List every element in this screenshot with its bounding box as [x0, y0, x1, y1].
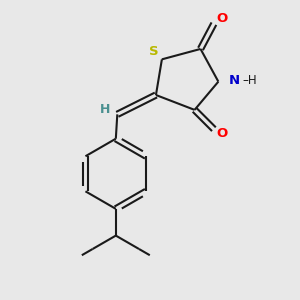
Text: S: S	[149, 44, 158, 58]
Text: O: O	[217, 127, 228, 140]
Text: H: H	[100, 103, 111, 116]
Text: –H: –H	[242, 74, 257, 87]
Text: N: N	[228, 74, 239, 87]
Text: O: O	[217, 12, 228, 25]
